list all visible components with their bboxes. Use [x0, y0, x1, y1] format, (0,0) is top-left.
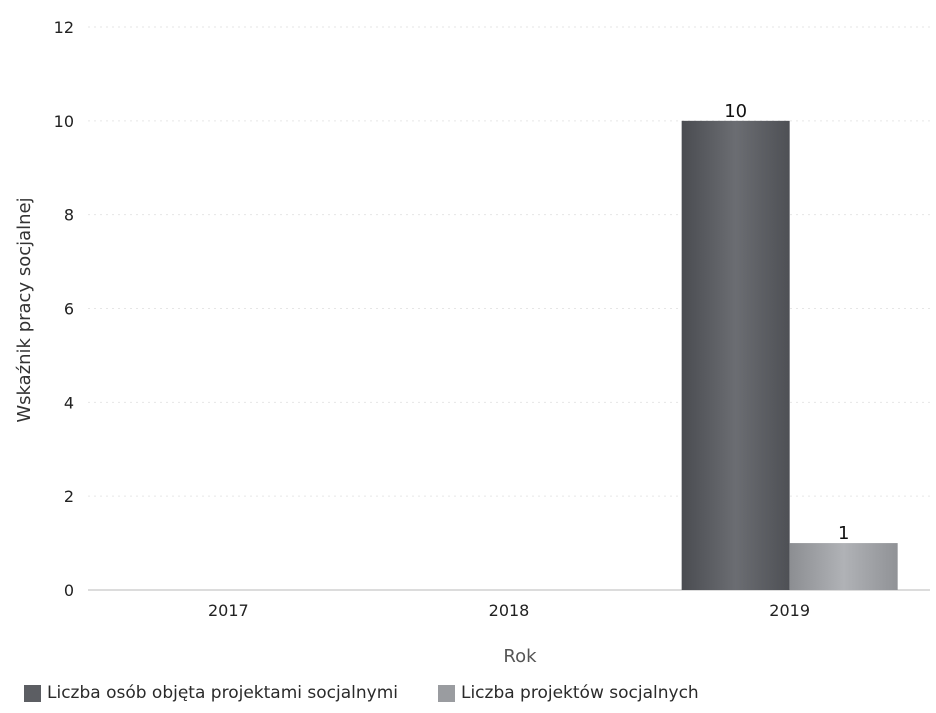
y-tick-label: 4	[64, 393, 74, 412]
legend-swatch-series-2	[437, 684, 455, 702]
y-tick-label: 6	[64, 300, 74, 319]
legend-label-series-1: Liczba osób objęta projektami socjalnymi	[47, 683, 398, 703]
legend-swatch-series-1	[24, 684, 41, 702]
y-tick-label: 2	[64, 487, 74, 506]
x-axis-label: Rok	[503, 646, 537, 667]
grid-layer	[88, 26, 930, 591]
legend-item-series-2[interactable]: Liczba projektów socjalnych	[437, 683, 699, 703]
data-label: 10	[724, 101, 747, 122]
bar-2019-series-1[interactable]	[681, 120, 790, 590]
legend-label-series-2: Liczba projektów socjalnych	[460, 683, 699, 703]
y-tick-label: 8	[64, 206, 74, 225]
x-tick-label: 2018	[489, 601, 530, 620]
data-label: 1	[838, 523, 849, 544]
x-tick-label: 2017	[208, 601, 249, 620]
legend: Liczba osób objęta projektami socjalnymi…	[24, 683, 739, 703]
labels-layer: 0 2 4 6 8 10 12 2017 2018 10 1 2019	[54, 18, 850, 620]
y-axis-label: Wskaźnik pracy socjalnej	[14, 197, 35, 422]
y-tick-label: 12	[54, 18, 74, 37]
bar-2019-series-2[interactable]	[789, 543, 898, 590]
y-tick-label: 10	[54, 112, 74, 131]
y-tick-label: 0	[64, 581, 74, 600]
bars-layer	[681, 120, 898, 590]
x-tick-label: 2019	[769, 601, 810, 620]
legend-item-series-1[interactable]: Liczba osób objęta projektami socjalnymi	[24, 683, 398, 703]
